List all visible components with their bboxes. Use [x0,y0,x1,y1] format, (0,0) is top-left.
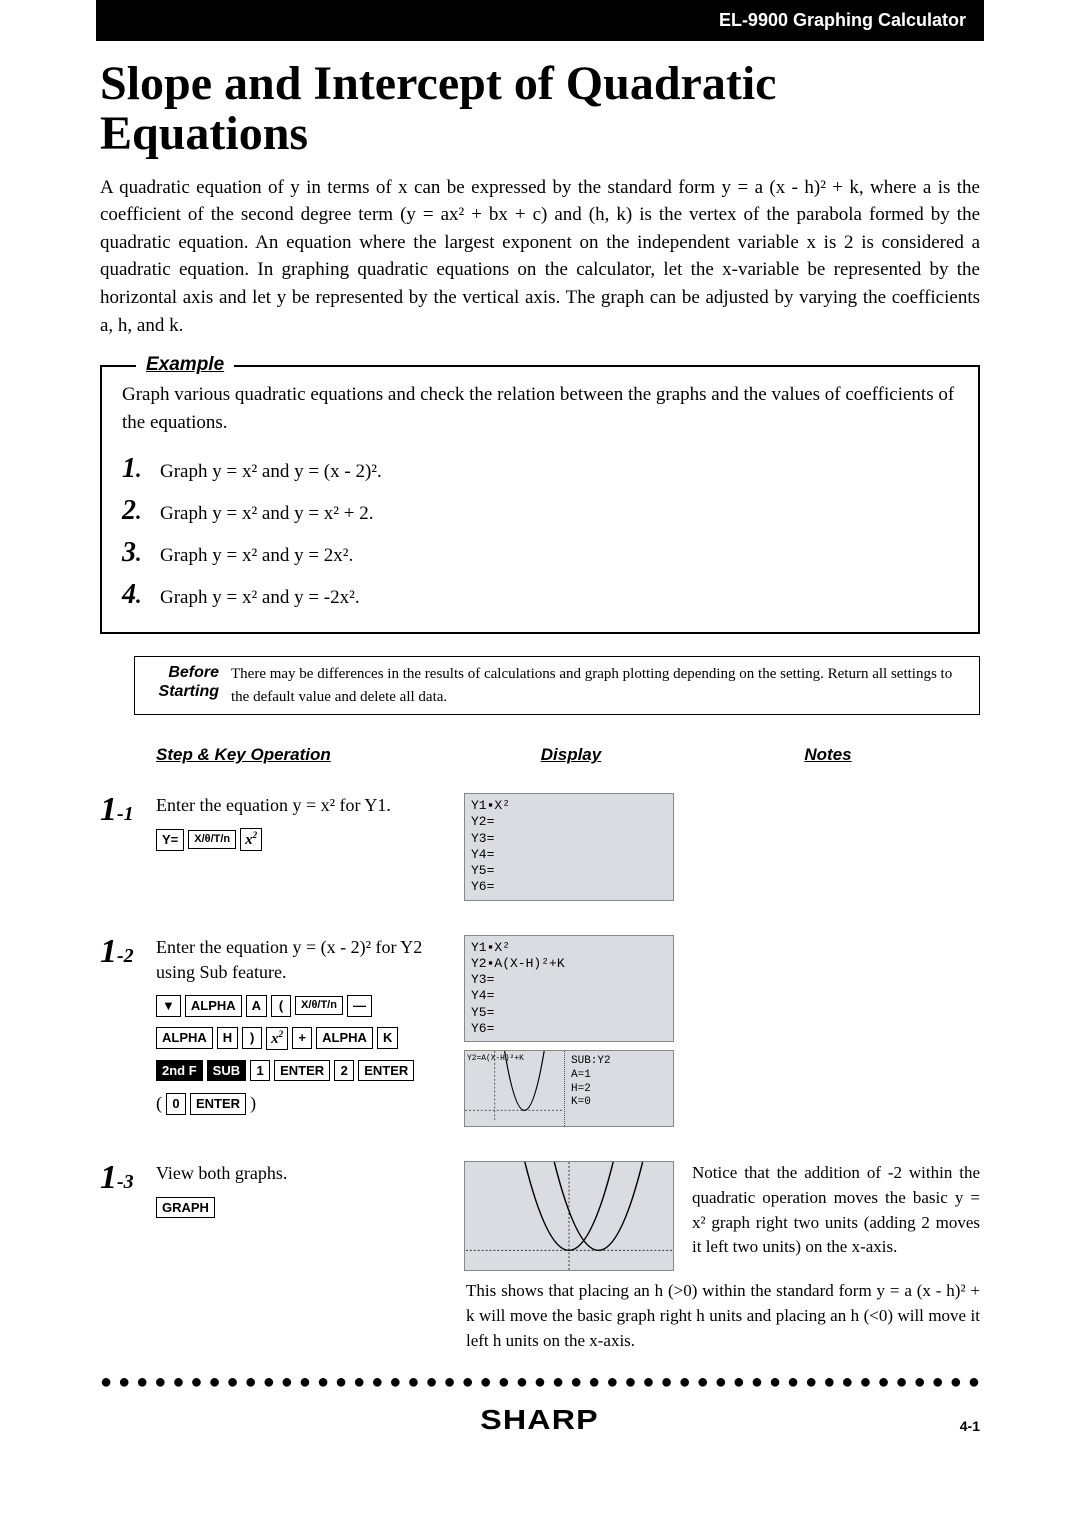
step-number: 1-1 [100,793,140,827]
key-2: 2 [334,1060,354,1082]
product-name: EL-9900 Graphing Calculator [719,10,966,30]
key-1: 1 [250,1060,270,1082]
before-label-2: Starting [159,683,219,700]
page-title: Slope and Intercept of Quadratic Equatio… [100,59,980,160]
key-enter: ENTER [358,1060,414,1082]
paren-open: ( [156,1091,162,1116]
key-enter: ENTER [190,1093,246,1115]
example-item-num: 4 [122,574,152,616]
key-sequence: ▼ ALPHA A ( X/θ/T/n — [156,995,446,1017]
example-label: Example [136,354,234,376]
step-operation: Enter the equation y = x² for Y1. Y= X/θ… [156,793,446,901]
key-minus: — [347,995,372,1017]
notes-continuation: This shows that placing an h (>0) within… [466,1279,980,1353]
key-x-squared: x2 [266,1027,288,1050]
key-sub: SUB [207,1060,246,1082]
col-step: Step & Key Operation [156,745,466,765]
key-y-equals: Y= [156,829,184,851]
key-sequence: GRAPH [156,1197,446,1219]
step-op-text: Enter the equation y = x² for Y1. [156,793,446,818]
example-item: 3 Graph y = x² and y = 2x². [122,532,958,574]
step-row: 1-3 View both graphs. GRAPH Notice that … [100,1161,980,1271]
paren-close: ) [250,1091,256,1116]
example-intro: Graph various quadratic equations and ch… [122,381,958,436]
key-lparen: ( [271,995,291,1017]
header-bar: EL-9900 Graphing Calculator [96,0,984,41]
step-row: 1-2 Enter the equation y = (x - 2)² for … [100,935,980,1128]
key-xvar: X/θ/T/n [295,996,343,1015]
example-item-text: Graph y = x² and y = 2x². [160,542,353,571]
step-number: 1-2 [100,935,140,969]
example-item: 2 Graph y = x² and y = x² + 2. [122,490,958,532]
step-op-text: Enter the equation y = (x - 2)² for Y2 u… [156,935,446,985]
mini-graph: Y2=A(X-H)²+K [465,1051,565,1126]
key-a: A [246,995,267,1017]
example-item-text: Graph y = x² and y = -2x². [160,584,360,613]
svg-text:Y2=A(X-H)²+K: Y2=A(X-H)²+K [467,1054,524,1063]
key-xvar: X/θ/T/n [188,830,236,849]
before-starting-box: Before Starting There may be differences… [134,656,980,715]
lcd-graph-display [464,1161,674,1271]
sharp-logo: SHARP [481,1404,599,1436]
example-box: Example Graph various quadratic equation… [100,365,980,634]
example-item: 1 Graph y = x² and y = (x - 2)². [122,448,958,490]
key-k: K [377,1027,398,1049]
key-x-squared: x2 [240,828,262,851]
page-number: 4-1 [960,1418,980,1434]
before-label-1: Before [168,664,219,681]
key-down: ▼ [156,995,181,1017]
col-notes: Notes [676,745,980,765]
key-plus: + [292,1027,312,1049]
before-text: There may be differences in the results … [231,663,965,708]
example-item-text: Graph y = x² and y = x² + 2. [160,500,373,529]
key-sequence: 2nd F SUB 1 ENTER 2 ENTER [156,1060,446,1082]
example-item: 4 Graph y = x² and y = -2x². [122,574,958,616]
key-alpha: ALPHA [156,1027,213,1049]
step-row: 1-1 Enter the equation y = x² for Y1. Y=… [100,793,980,901]
example-item-num: 1 [122,448,152,490]
column-headers: Step & Key Operation Display Notes [156,745,980,765]
lcd-sub-display: Y2=A(X-H)²+K SUB:Y2 A=1 H=2 K=0 [464,1050,674,1127]
before-label: Before Starting [149,663,219,701]
key-alpha: ALPHA [185,995,242,1017]
example-item-num: 3 [122,532,152,574]
key-enter: ENTER [274,1060,330,1082]
key-2ndf: 2nd F [156,1060,203,1082]
step-operation: Enter the equation y = (x - 2)² for Y2 u… [156,935,446,1128]
dotted-separator: ●●●●●●●●●●●●●●●●●●●●●●●●●●●●●●●●●●●●●●●●… [100,1371,980,1394]
key-sequence: ALPHA H ) x2 + ALPHA K [156,1027,446,1050]
page-footer: SHARP 4-1 [100,1404,980,1436]
key-sequence: Y= X/θ/T/n x2 [156,828,446,851]
mini-text: SUB:Y2 A=1 H=2 K=0 [565,1051,617,1126]
example-item-text: Graph y = x² and y = (x - 2)². [160,458,382,487]
key-graph: GRAPH [156,1197,215,1219]
intro-paragraph: A quadratic equation of y in terms of x … [100,174,980,339]
lcd-display: Y1▪X² Y2= Y3= Y4= Y5= Y6= [464,793,674,901]
step-number: 1-3 [100,1161,140,1195]
key-0: 0 [166,1093,186,1115]
key-sequence: ( 0 ENTER ) [156,1091,446,1116]
step-notes: Notice that the addition of -2 within th… [692,1161,980,1271]
col-display: Display [466,745,676,765]
key-h: H [217,1027,238,1049]
example-item-num: 2 [122,490,152,532]
lcd-display: Y1▪X² Y2▪A(X-H)²+K Y3= Y4= Y5= Y6= [464,935,674,1043]
step-operation: View both graphs. GRAPH [156,1161,446,1271]
step-op-text: View both graphs. [156,1161,446,1186]
key-alpha: ALPHA [316,1027,373,1049]
key-rparen: ) [242,1027,262,1049]
